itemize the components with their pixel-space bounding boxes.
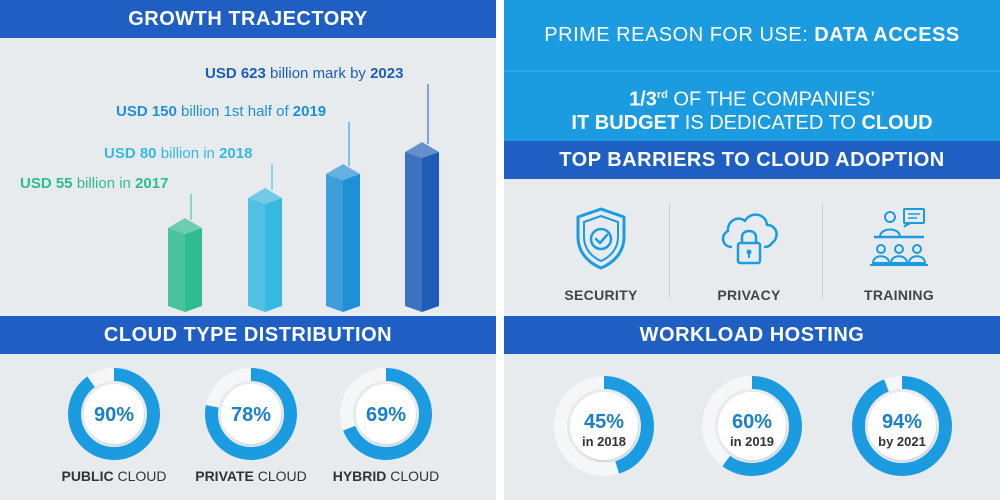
growth-bar-2017: USD 55 billion in 2017 <box>20 175 202 312</box>
donut-value: 45% <box>584 411 624 433</box>
barrier-label: PRIVACY <box>717 287 781 303</box>
growth-bars-graphic: USD 55 billion in 2017 USD 80 billion in … <box>20 65 439 312</box>
growth-trajectory-title-text: GROWTH TRAJECTORY <box>128 7 368 30</box>
cloud-lock-icon <box>721 213 778 265</box>
donut-label-hybrid-cloud: HYBRID CLOUD <box>332 468 440 484</box>
donut-arc <box>852 376 952 476</box>
workload-hosting-panel: 45% in 2018 60% in 2019 94% by 2021 <box>504 354 1000 500</box>
growth-bar-2023: USD 623 billion mark by 2023 <box>205 65 439 312</box>
prime-reason-banner: PRIME REASON FOR USE: DATA ACCESS <box>504 0 1000 70</box>
barrier-training: TRAINING <box>824 179 974 316</box>
donut-sub-label: by 2021 <box>878 434 926 449</box>
budget-line1-rest: OF THE COMPANIES’ <box>667 88 875 111</box>
separator <box>504 70 1000 72</box>
budget-statement: 1/3rd OF THE COMPANIES’ IT BUDGET IS DED… <box>504 78 1000 140</box>
donut-arc <box>554 376 654 476</box>
growth-label: USD 55 billion in 2017 <box>20 175 168 192</box>
cloud-type-distribution-title: CLOUD TYPE DISTRIBUTION <box>0 316 496 354</box>
growth-label: USD 150 billion 1st half of 2019 <box>116 103 326 120</box>
donut-value: 94% <box>882 411 922 433</box>
donut-arc <box>340 368 432 460</box>
prime-reason-prefix: PRIME REASON FOR USE: <box>544 23 815 46</box>
workload-hosting-title-text: WORKLOAD HOSTING <box>639 323 865 346</box>
donut-label-public-cloud: PUBLIC CLOUD <box>61 468 167 484</box>
donut-value: 90% <box>94 404 134 426</box>
shield-check-icon <box>576 207 626 270</box>
barrier-label: SECURITY <box>564 287 638 303</box>
cloud-type-distribution-title-text: CLOUD TYPE DISTRIBUTION <box>103 323 393 346</box>
donut-label-private-cloud: PRIVATE CLOUD <box>195 468 307 484</box>
donut-arc <box>702 376 802 476</box>
donut-workload-2019: 60%in 2019 <box>702 376 802 476</box>
barriers-title-text: TOP BARRIERS TO CLOUD ADOPTION <box>559 148 945 171</box>
prime-reason-value: DATA ACCESS <box>814 23 960 46</box>
separator <box>822 203 823 298</box>
budget-it-budget: IT BUDGET <box>571 112 680 135</box>
donut-sub-label: in 2018 <box>582 434 626 449</box>
budget-cloud: CLOUD <box>861 112 933 135</box>
donut-value: 60% <box>732 411 772 433</box>
donut-value: 78% <box>231 404 271 426</box>
growth-bar-2018: USD 80 billion in 2018 <box>104 145 282 312</box>
budget-fraction-suffix: rd <box>656 88 668 101</box>
barriers-title: TOP BARRIERS TO CLOUD ADOPTION <box>504 141 1000 179</box>
barrier-privacy: PRIVACY <box>674 179 824 316</box>
budget-fraction: 1/3 <box>629 88 657 111</box>
donut-arc <box>205 368 297 460</box>
budget-dedicated-to: IS DEDICATED TO <box>679 112 862 135</box>
classroom-icon <box>870 208 928 266</box>
barrier-security: SECURITY <box>526 179 676 316</box>
donut-arc <box>68 368 160 460</box>
separator <box>669 203 670 298</box>
donut-workload-2018: 45%in 2018 <box>554 376 654 476</box>
growth-label: USD 80 billion in 2018 <box>104 145 252 162</box>
barriers-panel: SECURITY PRIVACY TRAI <box>504 179 1000 316</box>
growth-label: USD 623 billion mark by 2023 <box>205 65 403 82</box>
growth-bar-2019: USD 150 billion 1st half of 2019 <box>116 103 360 312</box>
cloud-type-distribution-panel: 90% PUBLIC CLOUD 78% PRIVATE CLOUD 69% H… <box>0 354 496 500</box>
donut-value: 69% <box>366 404 406 426</box>
vertical-divider <box>496 0 504 500</box>
growth-trajectory-title: GROWTH TRAJECTORY <box>0 0 496 38</box>
workload-hosting-title: WORKLOAD HOSTING <box>504 316 1000 354</box>
barrier-label: TRAINING <box>863 287 935 303</box>
donut-sub-label: in 2019 <box>730 434 774 449</box>
donut-public-cloud: 90% <box>68 368 160 460</box>
donut-hybrid-cloud: 69% <box>340 368 432 460</box>
donut-private-cloud: 78% <box>205 368 297 460</box>
donut-workload-2021: 94%by 2021 <box>852 376 952 476</box>
growth-trajectory-panel: GROWTH TRAJECTORY USD 55 billion in 2017… <box>0 0 496 316</box>
